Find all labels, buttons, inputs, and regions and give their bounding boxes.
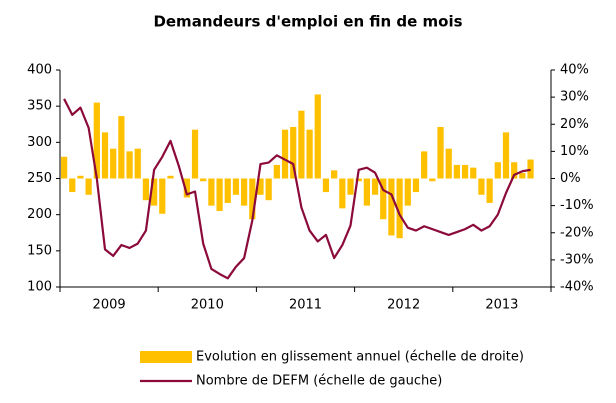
- bar: [421, 151, 428, 179]
- y-tick-label: 300: [27, 135, 52, 150]
- bar: [77, 175, 84, 179]
- bar: [126, 151, 133, 179]
- bar: [273, 164, 280, 179]
- bar: [85, 178, 92, 195]
- bar: [232, 178, 240, 195]
- bar: [101, 132, 109, 179]
- x-tick-label: 2013: [485, 298, 518, 313]
- y2-tick-label: 30%: [560, 90, 589, 105]
- bar: [306, 129, 313, 179]
- line: [63, 98, 531, 280]
- x-tick-label: 2009: [93, 298, 126, 313]
- bar: [404, 178, 411, 206]
- y-tick-label: 350: [27, 99, 52, 114]
- y-tick-label: 150: [27, 243, 52, 258]
- bar: [519, 173, 526, 179]
- y2-tick-label: 0%: [560, 171, 581, 186]
- bar: [224, 178, 231, 203]
- y-tick-label: 100: [27, 280, 52, 295]
- bar: [142, 178, 150, 201]
- bar: [200, 178, 207, 182]
- bar: [69, 178, 76, 193]
- bar: [429, 178, 436, 182]
- x-tick-label: 2012: [387, 298, 420, 313]
- y2-tick-label: 40%: [560, 63, 589, 78]
- x-tick-label: 2011: [289, 298, 322, 313]
- bar: [249, 178, 256, 220]
- bar: [298, 110, 305, 179]
- bar: [241, 178, 248, 206]
- legend-label: Evolution en glissement annuel (échelle …: [196, 350, 524, 365]
- legend-label: Nombre de DEFM (échelle de gauche): [196, 374, 442, 389]
- bar: [339, 178, 346, 209]
- y2-tick-label: 10%: [560, 144, 589, 159]
- bar: [347, 178, 354, 195]
- y2-tick-label: -20%: [560, 225, 594, 240]
- bar: [118, 116, 125, 179]
- bar: [396, 178, 403, 239]
- bar: [331, 170, 338, 179]
- bar: [60, 156, 68, 179]
- bar: [371, 178, 379, 195]
- y2-tick-label: -40%: [560, 280, 594, 295]
- bar: [93, 102, 100, 179]
- bar: [527, 159, 534, 179]
- bar: [355, 178, 362, 182]
- bar: [511, 162, 518, 179]
- bar: [437, 126, 444, 179]
- bar: [502, 132, 510, 179]
- bar: [216, 178, 223, 212]
- bar: [322, 178, 330, 193]
- bar: [380, 178, 387, 220]
- x-tick-label: 2010: [191, 298, 224, 313]
- y-tick-label: 250: [27, 171, 52, 186]
- bar: [470, 167, 477, 179]
- y-tick-label: 200: [27, 207, 52, 222]
- bar: [281, 129, 289, 179]
- bar: [191, 129, 199, 179]
- bar: [314, 94, 321, 179]
- y-tick-label: 400: [27, 63, 52, 78]
- bar: [461, 164, 469, 179]
- chart-title: Demandeurs d'emploi en fin de mois: [153, 13, 462, 31]
- bar: [494, 162, 501, 179]
- bar: [183, 178, 190, 198]
- bar: [388, 178, 395, 236]
- bar: [412, 178, 420, 193]
- bar: [265, 178, 272, 201]
- bar: [486, 178, 493, 203]
- bar: [134, 148, 141, 179]
- bar: [290, 126, 297, 179]
- bar: [150, 178, 158, 206]
- bar: [159, 178, 166, 214]
- y2-tick-label: -10%: [560, 198, 594, 213]
- bar: [363, 178, 370, 206]
- bar: [478, 178, 485, 195]
- y2-tick-label: 20%: [560, 117, 589, 132]
- bar: [445, 148, 452, 179]
- bar: [167, 175, 174, 179]
- bar: [453, 164, 461, 179]
- y2-tick-label: -30%: [560, 252, 594, 267]
- legend-swatch: [140, 351, 192, 363]
- bar: [208, 178, 215, 206]
- bar: [110, 148, 117, 179]
- bar: [257, 178, 264, 195]
